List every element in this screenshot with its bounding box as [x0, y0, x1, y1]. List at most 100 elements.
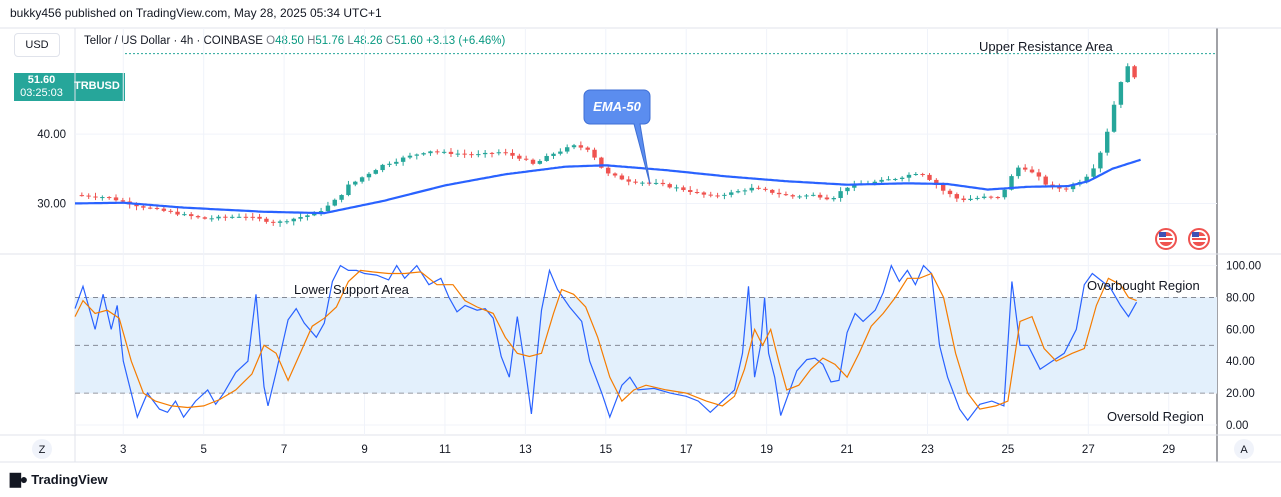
time-tick-label: 27	[1082, 444, 1095, 456]
candle-body	[202, 217, 208, 219]
candle-body	[920, 174, 925, 176]
stoch-d-line	[74, 269, 1137, 410]
candle-body	[893, 178, 898, 180]
candle-body	[106, 197, 112, 199]
candle-body	[558, 151, 563, 154]
candle-body	[257, 216, 262, 219]
candle-body	[975, 197, 980, 199]
zoom-button[interactable]: Z	[39, 444, 46, 456]
candle-body	[175, 211, 180, 215]
candle-body	[797, 196, 802, 198]
candle-body	[462, 153, 467, 155]
us-flag-icon[interactable]	[1155, 228, 1177, 250]
candle-body	[701, 192, 707, 195]
candle-body	[312, 212, 317, 216]
candle-body	[606, 167, 611, 174]
currency-button[interactable]: USD	[14, 33, 60, 57]
candle-body	[729, 192, 734, 195]
candle-body	[332, 199, 337, 206]
stoch-tick-label: 0.00	[1226, 420, 1248, 432]
candle-body	[838, 191, 843, 199]
candle-body	[1036, 172, 1042, 177]
candle-body	[667, 184, 672, 188]
time-tick-label: 13	[519, 444, 532, 456]
candle-body	[1132, 66, 1137, 78]
candle-body	[100, 197, 105, 199]
candle-body	[510, 152, 515, 156]
candle-body	[195, 216, 201, 218]
candle-body	[243, 216, 249, 218]
candle-body	[1043, 176, 1048, 185]
stoch-axis: 0.00 20.00 40.00 60.00 80.00 100.00	[1226, 261, 1261, 432]
candle-body	[120, 200, 126, 202]
candle-body	[763, 188, 768, 190]
candle-body	[571, 145, 577, 148]
candle-body	[79, 195, 85, 197]
candle-body	[790, 195, 795, 197]
low-value: 48.26	[353, 35, 383, 47]
low-label: L	[347, 35, 354, 47]
auto-scale-button-bg[interactable]	[1234, 439, 1254, 459]
change-value: +3.13 (+6.46%)	[426, 35, 506, 47]
price-badge-value: 51.60	[27, 74, 56, 86]
time-tick-label: 29	[1162, 444, 1175, 456]
candle-body	[284, 221, 290, 223]
candle-body	[981, 196, 987, 198]
candle-body	[469, 154, 474, 156]
candle-body	[428, 151, 433, 154]
candle-body	[517, 155, 522, 159]
candle-body	[749, 187, 754, 191]
candle-body	[476, 154, 481, 156]
candle-body	[277, 221, 283, 223]
candle-body	[1084, 176, 1089, 183]
lower-support-label: Lower Support Area	[294, 282, 410, 297]
candle-body	[1022, 167, 1028, 170]
publisher-line: bukky456 published on TradingView.com, M…	[10, 6, 382, 20]
candle-body	[250, 216, 255, 218]
time-axis: 3 5 7 9 11 13 15 17 19 21 23 25 27 29	[120, 444, 1175, 456]
candle-body	[653, 182, 659, 184]
time-tick-label: 11	[439, 444, 451, 456]
candle-body	[742, 190, 748, 192]
candle-body	[1029, 169, 1035, 173]
price-axis: 30.00 40.00	[37, 129, 66, 210]
candle-body	[291, 218, 296, 222]
candle-body	[674, 187, 679, 189]
zoom-button-bg[interactable]	[32, 439, 52, 459]
candle-body	[387, 163, 392, 165]
ema50-line	[75, 158, 1141, 215]
candle-body	[592, 149, 597, 158]
candle-body	[968, 198, 973, 201]
candle-body	[503, 152, 508, 154]
candle-body	[906, 174, 912, 178]
candle-body	[688, 190, 693, 193]
candle-body	[940, 184, 946, 191]
candle-body	[852, 184, 857, 188]
candle-body	[647, 182, 652, 184]
candle-body	[913, 174, 919, 176]
candle-body	[954, 194, 960, 199]
price-badge: 51.60 03:25:03 TRBUSD	[14, 73, 125, 101]
candle-body	[482, 152, 488, 155]
price-tick-label: 40.00	[37, 129, 66, 141]
candle-body	[578, 145, 584, 148]
candle-body	[1070, 184, 1076, 190]
candle-body	[927, 174, 932, 180]
candle-body	[489, 152, 495, 154]
tradingview-logo[interactable]: ▇● TradingView	[10, 471, 108, 488]
candle-body	[612, 173, 618, 176]
time-tick-label: 15	[599, 444, 612, 456]
candle-body	[585, 147, 590, 150]
candle-body	[223, 216, 228, 218]
us-flag-icon[interactable]	[1188, 228, 1210, 250]
symbol-title[interactable]: Tellor / US Dollar · 4h · COINBASE	[84, 35, 263, 47]
candle-body	[305, 215, 310, 218]
candle-body	[154, 207, 160, 209]
candle-body	[1002, 189, 1007, 198]
candle-body	[168, 210, 173, 212]
candle-body	[995, 197, 1001, 199]
candle-body	[380, 164, 385, 171]
auto-scale-button[interactable]: A	[1240, 444, 1248, 456]
candle-body	[544, 155, 549, 161]
